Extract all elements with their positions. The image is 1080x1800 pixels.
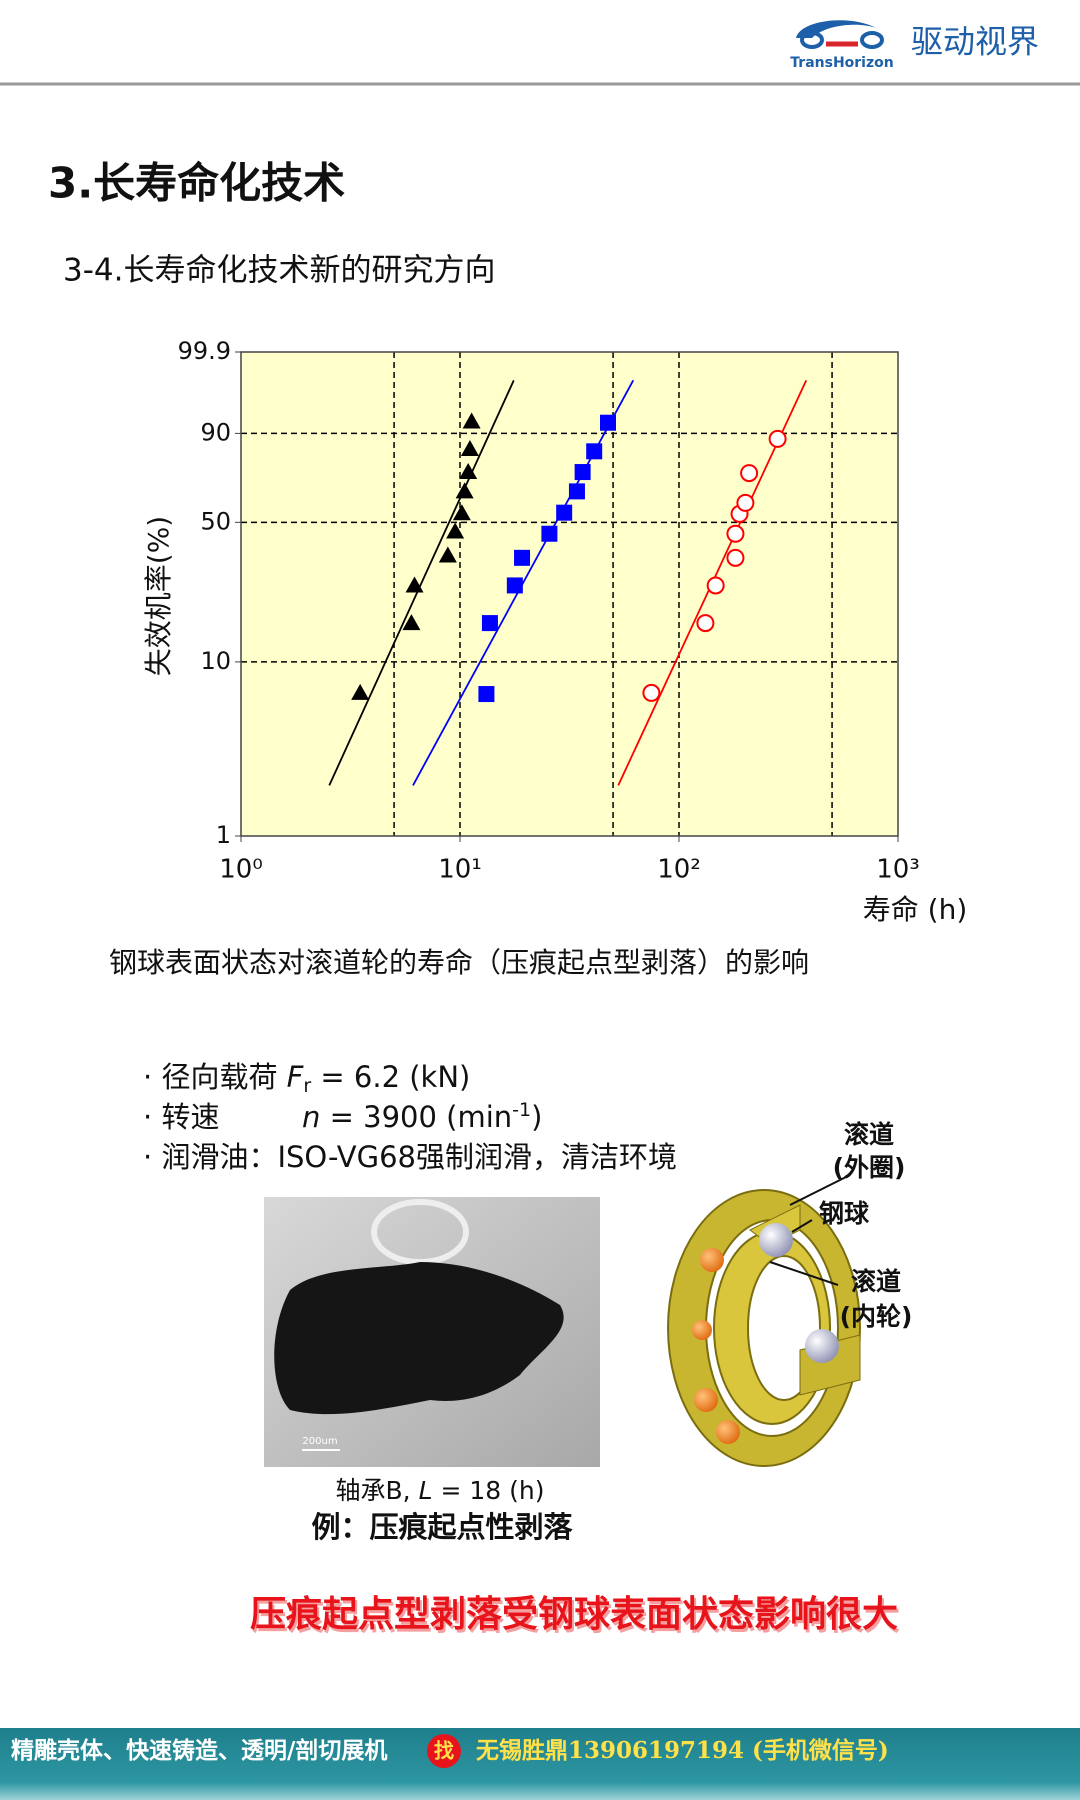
plot-area [241,352,898,836]
logo-icon [796,20,884,49]
y-tick-label: 10 [200,647,231,675]
condition: · 径向载荷 Fr = 6.2 (kN) [143,1060,470,1097]
footer-bar [0,1728,1080,1800]
caption-prefix: 轴承B, [336,1476,419,1505]
x-axis-label: 寿命 (h) [863,893,968,926]
condition-label: 径向载荷 [161,1060,277,1094]
slide-subtitle: 3-4.长寿命化技术新的研究方向 [63,253,496,289]
photo-example: 例：压痕起点性剥落 [311,1510,573,1544]
data-point [574,464,591,481]
conclusion: 压痕起点型剥落受钢球表面状态影响很大 [250,1594,898,1635]
y-tick-label: 50 [200,507,231,535]
outer-race-label: (外圈) [833,1153,906,1182]
data-point [642,683,661,702]
condition-suffix: ) [531,1100,542,1134]
diagram-labels: 滚道 (外圈) 钢球 滚道 (内轮) [819,1120,912,1331]
subscript: r [303,1075,311,1097]
data-point [696,614,715,633]
condition: · 润滑油：ISO-VG68强制润滑，清洁环境 [143,1140,677,1174]
fit-line [328,379,515,786]
photo-caption: 轴承B, L = 18 (h) [336,1476,545,1505]
condition: · 转速 [143,1100,219,1134]
bearing-diagram [667,1174,861,1467]
data-point [514,549,531,566]
data-point [462,412,481,429]
inner-race-label: 滚道 [851,1267,901,1296]
data-point [460,440,479,457]
data-point [740,464,759,483]
condition: n = 3900 (min-1) [302,1099,542,1135]
footer-left: 精雕壳体、快速铸造、透明/剖切展机 [11,1737,387,1764]
slide-title: 3.长寿命化技术 [48,159,345,208]
data-point [726,524,745,543]
y-axis-label: 失效机率(%) [142,516,175,676]
symbol: n [302,1100,320,1134]
conditions: · 径向载荷 Fr = 6.2 (kN) · 转速 n = 3900 (min-… [143,1060,677,1174]
symbol: F [287,1060,305,1094]
superscript: -1 [512,1099,531,1121]
y-tick-label: 99.9 [178,337,231,365]
x-tick-label: 10⁰ [219,855,263,885]
data-point [556,504,573,521]
plot-frame [240,351,899,837]
data-point [405,576,424,593]
x-tick-label: 10³ [876,855,920,885]
condition-value: = 6.2 (kN) [311,1060,470,1094]
data-point [478,686,495,703]
brand-cn: 驱动视界 [911,23,1039,61]
condition-value: = 3900 (min [320,1100,512,1134]
inner-race-label: (内轮) [840,1302,913,1331]
data-point [459,463,478,480]
footer-right: 无锡胜鼎13906197194 (手机微信号) [476,1737,889,1764]
footer-badge-circle [427,1734,461,1768]
symbol: L [419,1476,433,1505]
chart: 1 10 50 90 99.9 10⁰ 10¹ 10² 10³ [178,337,920,885]
conclusion-shadow: 压痕起点型剥落受钢球表面状态影响很大 [252,1597,900,1638]
scale-bar-label: 200um [302,1436,337,1447]
chart-caption: 钢球表面状态对滚道轮的寿命（压痕起点型剥落）的影响 [109,946,809,979]
data-point [446,522,465,539]
data-point [736,493,755,512]
y-tick-label: 90 [200,418,231,446]
data-point [455,482,474,499]
caption-value: = 18 (h) [433,1476,545,1505]
ball-label: 钢球 [819,1199,870,1228]
x-tick-label: 10² [657,855,701,885]
photo: 200um [264,1197,600,1467]
brand-en: TransHorizon [790,55,893,71]
footer-badge: 找 [434,1739,454,1763]
data-point [586,443,603,460]
data-point [351,683,370,700]
data-point [506,577,523,594]
data-point [568,483,585,500]
data-point [768,429,787,448]
data-point [599,414,616,431]
data-point [452,504,471,521]
condition-label: 转速 [161,1100,219,1134]
x-tick-label: 10¹ [438,855,482,885]
data-point [706,576,725,595]
y-tick-label: 1 [216,821,231,849]
data-point [541,525,558,542]
outer-race-label: 滚道 [844,1120,894,1149]
data-point [481,615,498,632]
data-point [402,614,421,631]
data-point [438,546,457,563]
condition-label: 润滑油：ISO-VG68强制润滑，清洁环境 [161,1140,677,1174]
data-point [726,548,745,567]
